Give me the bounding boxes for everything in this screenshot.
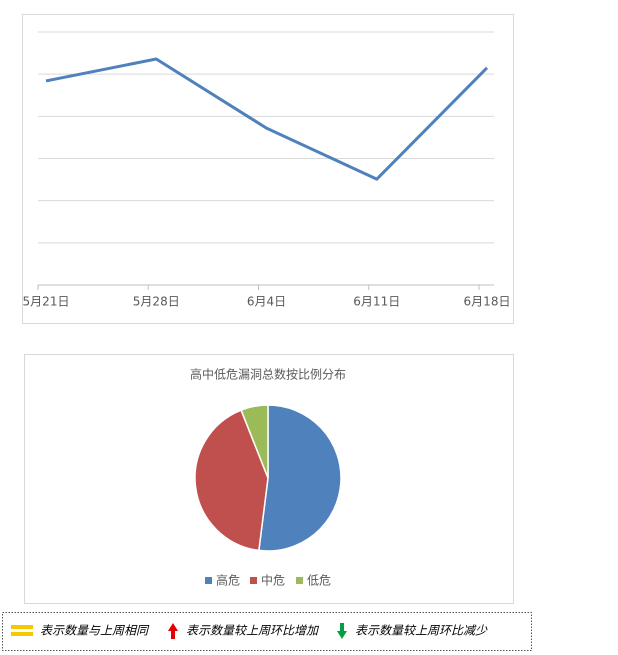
legend-label: 高危 — [216, 573, 240, 588]
pie-slice — [194, 409, 269, 552]
pie-slice — [240, 404, 269, 479]
same-icon — [11, 632, 33, 636]
legend-label: 中危 — [261, 573, 285, 588]
x-tick-label: 5月21日 — [23, 295, 70, 309]
line-series — [45, 57, 489, 181]
down-arrow-icon — [337, 623, 347, 639]
note-text: 表示数量与上周相同 — [40, 624, 150, 638]
legend-swatch — [205, 577, 212, 584]
legend-label: 低危 — [307, 574, 331, 588]
pie-slice — [258, 404, 342, 552]
note-text: 表示数量较上周环比增加 — [186, 624, 320, 638]
same-icon — [11, 625, 33, 629]
legend-note-box — [2, 612, 532, 651]
x-tick-label: 5月28日 — [133, 295, 180, 309]
line-chart-frame — [22, 14, 514, 324]
x-tick-label: 6月4日 — [247, 295, 286, 309]
legend-swatch — [250, 577, 257, 584]
x-tick-label: 6月18日 — [464, 295, 511, 309]
legend-swatch — [296, 577, 303, 584]
up-arrow-icon — [168, 623, 178, 639]
chart-title: 高中低危漏洞总数按比例分布 — [190, 367, 346, 382]
x-tick-label: 6月11日 — [353, 295, 400, 309]
note-text: 表示数量较上周环比减少 — [355, 624, 488, 638]
